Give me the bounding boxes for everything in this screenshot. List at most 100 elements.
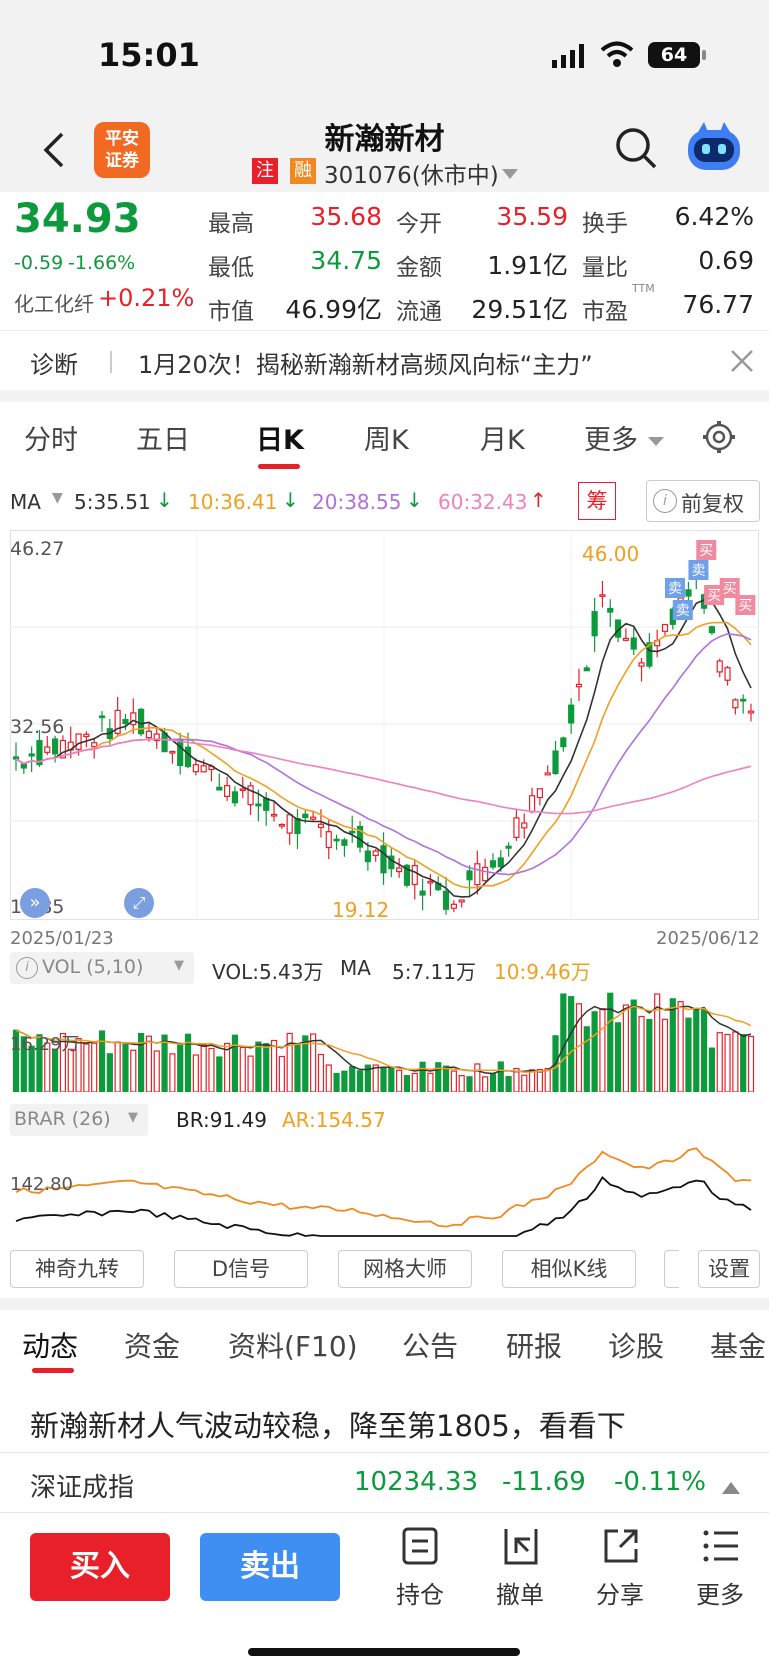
share-button[interactable]: 分享	[580, 1527, 660, 1617]
volume-bar	[568, 996, 575, 1093]
volume-bar	[403, 1075, 411, 1093]
vol-chart[interactable]: 16.29万	[10, 988, 759, 1093]
chevron-down-icon[interactable]	[502, 166, 518, 185]
tab-zhengu[interactable]: 诊股	[608, 1330, 665, 1363]
chevron-down-icon[interactable]	[648, 432, 664, 451]
tool-more[interactable]	[664, 1250, 679, 1288]
sell-signal-tag[interactable]: 卖	[688, 560, 709, 580]
volume-bar	[130, 1049, 137, 1093]
volume-bar	[489, 1073, 497, 1093]
chevron-up-icon[interactable]	[722, 1479, 740, 1498]
tab-fenshi[interactable]: 分时	[24, 425, 78, 456]
tab-zhouk[interactable]: 周K	[364, 425, 409, 456]
tab-f10[interactable]: 资料(F10)	[228, 1330, 358, 1363]
tab-jijin[interactable]: 基金	[710, 1330, 767, 1363]
kline-candle	[661, 623, 669, 636]
volume-bar	[638, 1015, 645, 1093]
tab-wuri[interactable]: 五日	[136, 425, 190, 456]
kline-candle	[654, 629, 661, 658]
tab-yuek[interactable]: 月K	[480, 425, 525, 456]
kline-candle	[396, 858, 403, 878]
tab-gonggao[interactable]: 公告	[402, 1330, 459, 1363]
buy-signal-tag[interactable]: 买	[704, 585, 725, 605]
tool-d-signal[interactable]: D信号	[174, 1250, 308, 1288]
adjust-button[interactable]: i 前复权	[646, 480, 760, 522]
buy-signal-tag[interactable]: 买	[696, 540, 717, 560]
brar-selector[interactable]: BRAR (26) ▼	[10, 1104, 148, 1136]
kline-candle	[630, 627, 637, 656]
sector-name[interactable]: 化工化纤	[14, 292, 94, 316]
svg-text:卖: 卖	[668, 581, 682, 597]
kline-candle	[622, 628, 629, 642]
more-label: 更多	[696, 1581, 744, 1609]
expand-icon[interactable]: »	[20, 888, 50, 918]
quote-panel: 34.93 -0.59 -1.66% 化工化纤 +0.21% 最高 35.68 …	[0, 192, 769, 330]
buy-button[interactable]: 买入	[30, 1533, 170, 1601]
diagnosis-bar[interactable]: 诊断 1月20次！揭秘新瀚新材高频风向标“主力”	[0, 330, 769, 391]
kline-candle	[427, 874, 434, 896]
volume-bar	[106, 1053, 113, 1093]
kline-candle	[638, 658, 645, 682]
fullscreen-icon[interactable]: ⤢	[124, 888, 154, 918]
volume-bar	[177, 1042, 184, 1093]
volume-bar	[169, 1053, 176, 1093]
broker-logo[interactable]: 平安 证券	[94, 122, 150, 178]
ma60-value: 60:32.43	[438, 490, 528, 514]
sector-pct[interactable]: +0.21%	[98, 284, 195, 312]
last-price: 34.93	[14, 196, 141, 242]
kline-candle	[98, 711, 106, 732]
kline-candle	[450, 900, 457, 913]
chevron-down-icon[interactable]: ▼	[52, 490, 63, 506]
more-button[interactable]: 更多	[680, 1527, 760, 1617]
tool-nine-turn[interactable]: 神奇九转	[10, 1250, 144, 1288]
search-icon[interactable]	[614, 126, 658, 170]
tab-yanbao[interactable]: 研报	[506, 1330, 563, 1363]
brar-chart[interactable]: 142.80	[10, 1140, 759, 1240]
tool-similar-k[interactable]: 相似K线	[502, 1250, 636, 1288]
tab-rik[interactable]: 日K	[256, 425, 304, 456]
sell-signal-tag[interactable]: 卖	[672, 600, 693, 620]
kline-candle	[568, 698, 575, 734]
high-value: 35.68	[310, 202, 382, 231]
vol-ma-line-10	[15, 1005, 752, 1073]
ai-robot-icon[interactable]	[684, 120, 744, 174]
stock-code-status[interactable]: 301076(休市中)	[324, 163, 499, 189]
news-item[interactable]: 新瀚新材人气波动较稳，降至第1805，看看下	[0, 1375, 769, 1450]
volume-bar	[693, 1009, 700, 1093]
back-icon[interactable]	[40, 130, 70, 170]
gear-icon[interactable]	[702, 420, 736, 454]
kline-candle	[255, 789, 262, 822]
volume-bar	[161, 1034, 168, 1093]
brar-label: BRAR (26)	[14, 1108, 111, 1130]
buy-signal-tag[interactable]: 买	[735, 595, 756, 615]
share-label: 分享	[596, 1581, 644, 1609]
kline-candle	[200, 759, 207, 773]
sell-button[interactable]: 卖出	[200, 1533, 340, 1601]
cancel-order-button[interactable]: 撤单	[480, 1527, 560, 1617]
tab-dongtai[interactable]: 动态	[22, 1330, 79, 1363]
buy-signal-tag[interactable]: 买	[719, 578, 740, 598]
index-ticker[interactable]: 深证成指 10234.33 -11.69 -0.11%	[0, 1452, 769, 1513]
close-icon[interactable]	[730, 349, 754, 373]
tool-grid-master[interactable]: 网格大师	[338, 1250, 472, 1288]
tool-settings[interactable]: 设置	[698, 1250, 760, 1288]
kline-candle	[716, 658, 723, 678]
ma-line-10	[15, 621, 752, 889]
ma-label[interactable]: MA	[10, 490, 41, 514]
kline-candle	[552, 740, 559, 776]
kline-candle	[122, 713, 129, 731]
tab-more[interactable]: 更多	[584, 425, 638, 456]
mcap-label: 市值	[208, 299, 254, 325]
volume-bar	[450, 1070, 457, 1093]
volume-bar	[427, 1072, 434, 1093]
tab-zijin[interactable]: 资金	[124, 1330, 181, 1363]
vol-selector[interactable]: i VOL (5,10) ▼	[10, 952, 194, 984]
sell-signal-tag[interactable]: 卖	[664, 578, 685, 598]
chip-distribution-button[interactable]: 筹	[578, 482, 616, 520]
holdings-button[interactable]: 持仓	[380, 1527, 460, 1617]
volume-bar	[294, 1043, 301, 1093]
diagnosis-text[interactable]: 1月20次！揭秘新瀚新材高频风向标“主力”	[138, 351, 593, 379]
volume-bar	[98, 1030, 106, 1093]
volume-bar	[630, 999, 637, 1093]
